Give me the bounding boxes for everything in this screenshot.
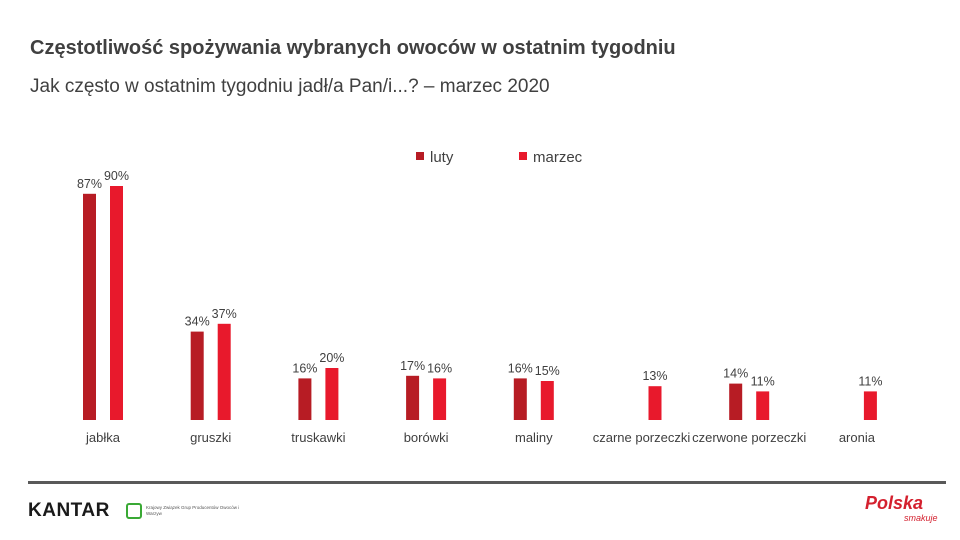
bar-marzec [217, 323, 231, 420]
data-label: 16% [427, 361, 452, 375]
bar-luty [83, 193, 96, 420]
bar-marzec [648, 386, 662, 420]
kantar-logo: KANTAR [28, 500, 110, 521]
x-tick-label: czarne porzeczki [593, 430, 691, 445]
bar-marzec [756, 391, 770, 420]
kzg-logo: Krajowy Związek Grup Producentów Owoców … [126, 503, 241, 519]
x-tick-label: borówki [404, 430, 449, 445]
x-tick-label: aronia [839, 430, 876, 445]
data-label: 34% [185, 315, 210, 329]
bar-chart: 87%90%jabłka34%37%gruszki16%20%truskawki… [77, 149, 882, 445]
x-tick-label: maliny [515, 430, 553, 445]
data-label: 37% [212, 307, 237, 321]
x-tick-label: czerwone porzeczki [692, 430, 806, 445]
data-label: 15% [535, 364, 560, 378]
bar-marzec [325, 368, 339, 420]
bar-marzec [433, 378, 447, 420]
data-label: 13% [642, 369, 667, 383]
bar-marzec [540, 381, 554, 420]
data-label: 87% [77, 177, 102, 191]
legend-swatch-marzec [519, 152, 527, 160]
bar-luty [298, 378, 312, 420]
page-title: Częstotliwość spożywania wybranych owocó… [30, 37, 676, 59]
polska-logo-tagline: smakuje [904, 513, 938, 523]
page-subtitle: Jak często w ostatnim tygodniu jadł/a Pa… [30, 76, 550, 97]
data-label: 11% [751, 374, 775, 388]
x-tick-label: gruszki [190, 430, 231, 445]
legend-swatch-luty [416, 152, 424, 160]
bar-luty [729, 383, 743, 420]
data-label: 16% [508, 361, 533, 375]
data-label: 14% [723, 367, 748, 381]
kzg-logo-icon [126, 503, 142, 519]
polska-logo: Polska [865, 493, 924, 513]
footer-divider [28, 481, 946, 484]
legend-label-luty: luty [430, 149, 454, 166]
data-label: 11% [858, 374, 882, 388]
data-label: 90% [104, 169, 129, 183]
bar-marzec [110, 186, 123, 420]
bar-luty [190, 331, 204, 420]
x-tick-label: jabłka [85, 430, 121, 445]
kzg-logo-text: Krajowy Związek Grup Producentów Owoców … [146, 505, 240, 516]
legend-label-marzec: marzec [533, 149, 583, 166]
bar-luty [513, 378, 527, 420]
data-label: 20% [319, 351, 344, 365]
data-label: 16% [292, 361, 317, 375]
bar-luty [406, 375, 420, 420]
data-label: 17% [400, 359, 425, 373]
bar-marzec [863, 391, 877, 420]
x-tick-label: truskawki [291, 430, 345, 445]
